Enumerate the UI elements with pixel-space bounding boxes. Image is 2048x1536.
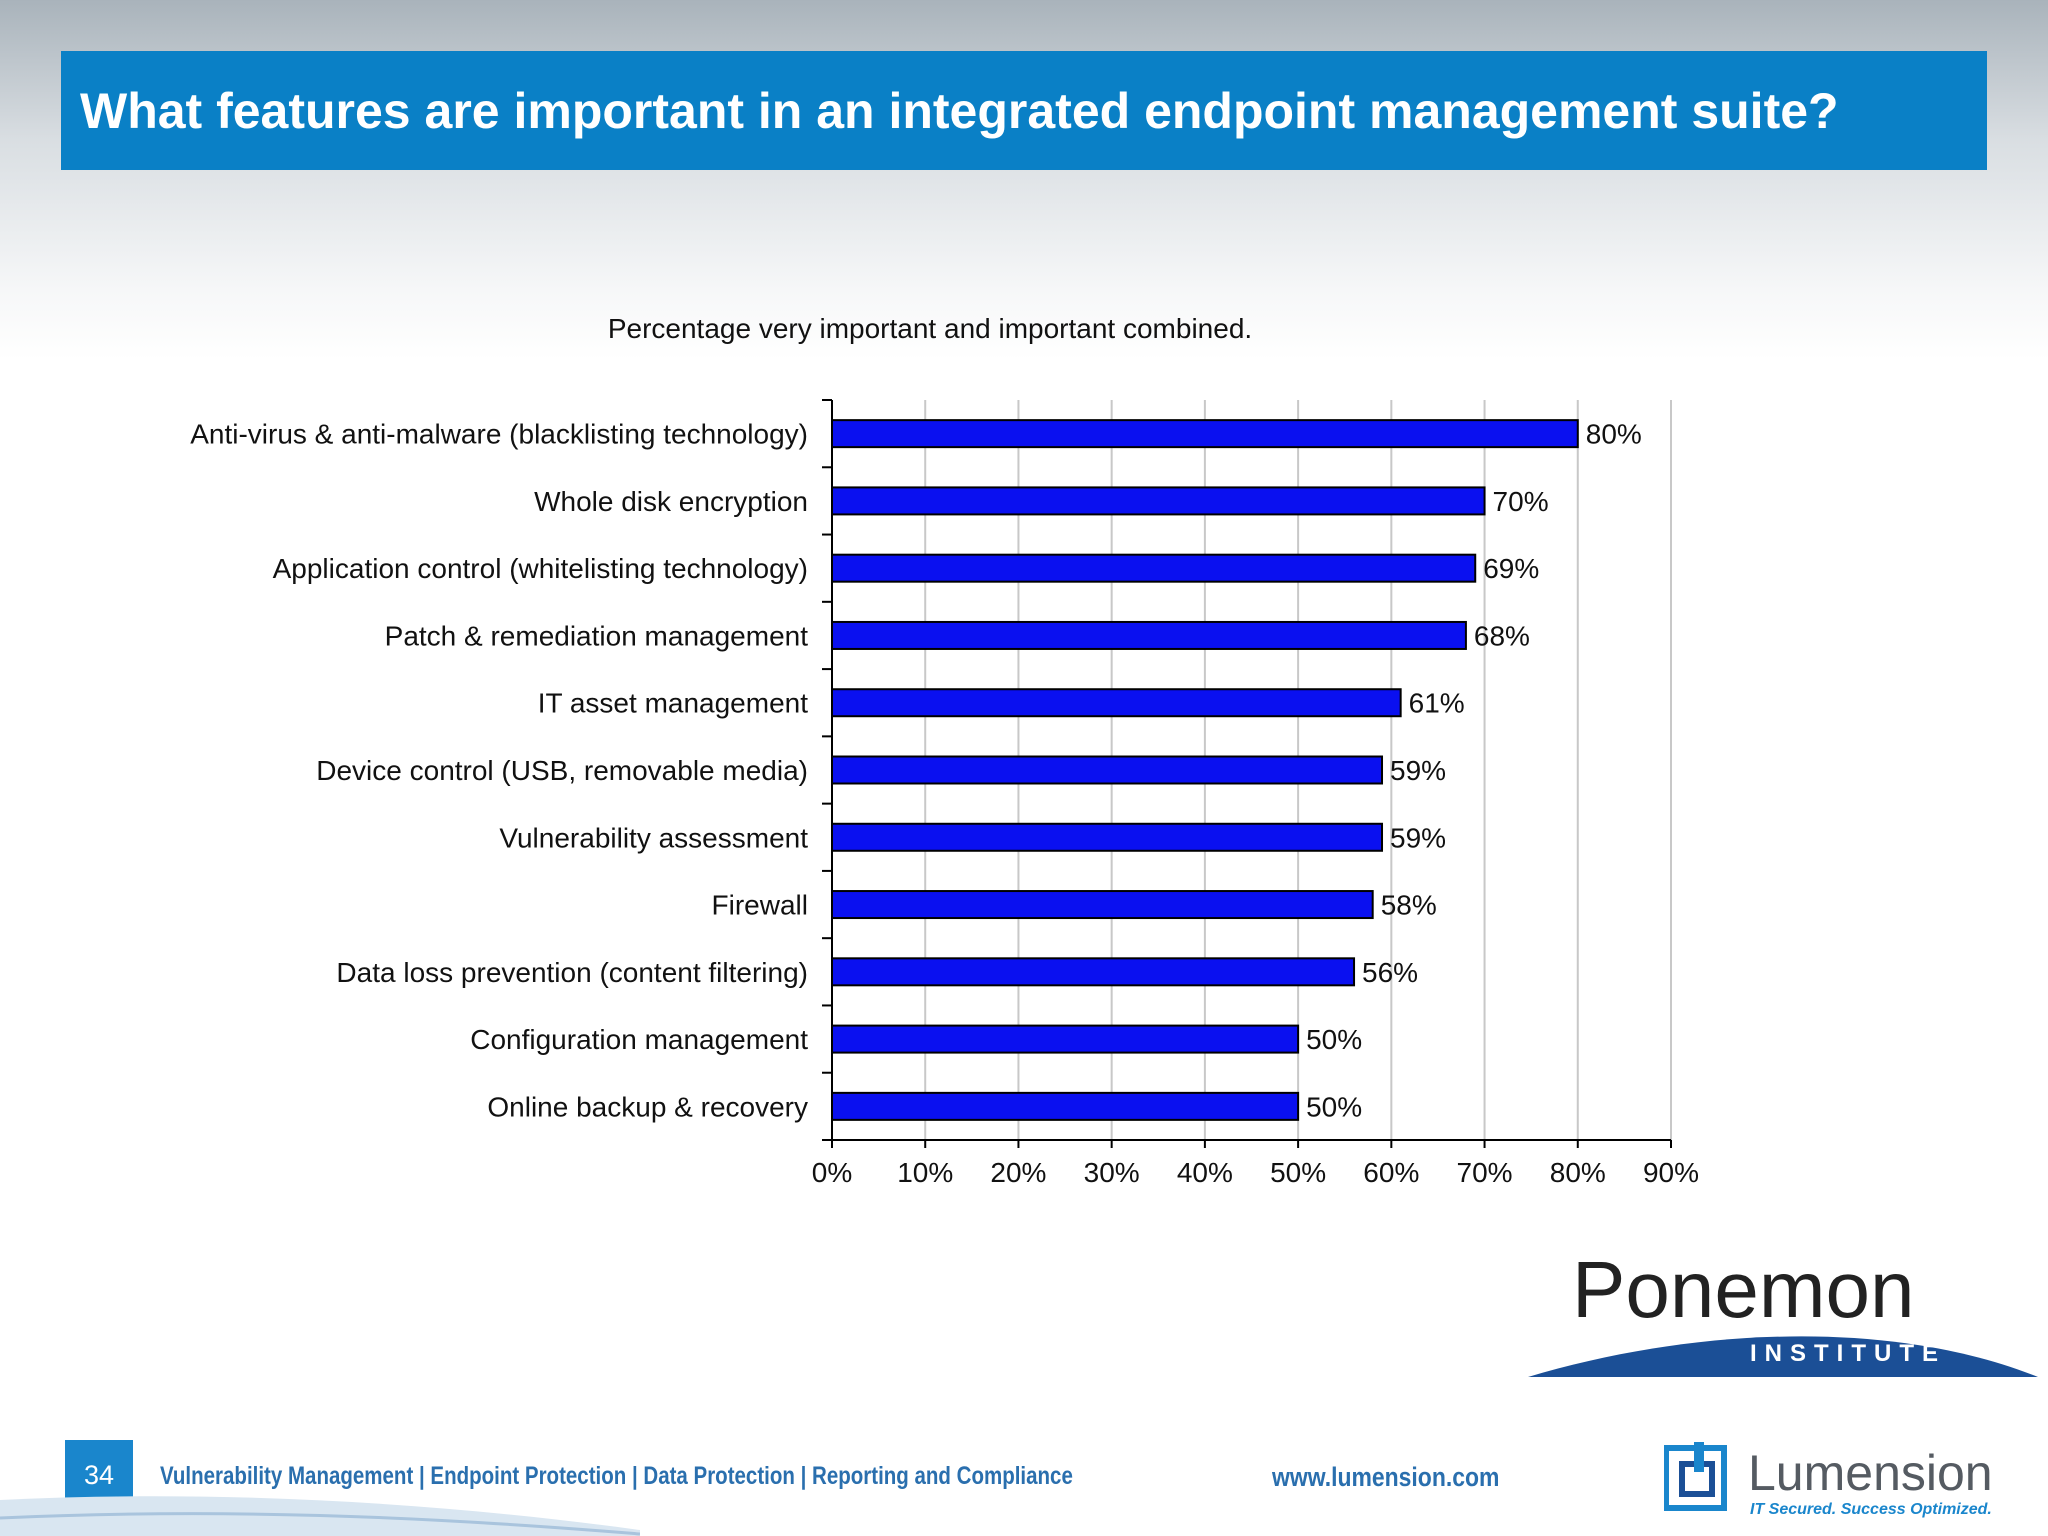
- data-label: 56%: [1362, 957, 1418, 988]
- data-label: 50%: [1306, 1024, 1362, 1055]
- bar: [831, 553, 1477, 583]
- x-tick-label: 80%: [1550, 1157, 1606, 1188]
- x-tick-label: 70%: [1457, 1157, 1513, 1188]
- bar: [831, 1024, 1300, 1054]
- lumension-logo: Lumension IT Secured. Success Optimized.: [1664, 1442, 1993, 1518]
- x-tick-label: 60%: [1363, 1157, 1419, 1188]
- ponemon-swoosh-icon: [1528, 1336, 2038, 1377]
- category-label: Application control (whitelisting techno…: [273, 553, 808, 584]
- x-tick-label: 90%: [1643, 1157, 1699, 1188]
- data-label: 59%: [1390, 822, 1446, 853]
- lumension-tagline: IT Secured. Success Optimized.: [1750, 1501, 1992, 1518]
- category-label: Configuration management: [470, 1024, 808, 1055]
- category-label: Online backup & recovery: [487, 1091, 808, 1122]
- x-tick-label: 40%: [1177, 1157, 1233, 1188]
- x-tick-label: 10%: [897, 1157, 953, 1188]
- data-label: 68%: [1474, 620, 1530, 651]
- x-tick-label: 30%: [1084, 1157, 1140, 1188]
- category-label: Device control (USB, removable media): [316, 755, 808, 786]
- title-bar: What features are important in an integr…: [61, 51, 1987, 170]
- data-label: 70%: [1493, 486, 1549, 517]
- category-label: IT asset management: [538, 688, 809, 719]
- bar: [831, 620, 1467, 650]
- category-label: Whole disk encryption: [534, 486, 808, 517]
- ponemon-name: Ponemon: [1572, 1245, 1914, 1334]
- chart-title: Percentage very important and important …: [607, 313, 1253, 344]
- bar: [831, 688, 1402, 718]
- x-tick-label: 0%: [812, 1157, 852, 1188]
- ponemon-sub: INSTITUTE: [1750, 1340, 1946, 1367]
- ponemon-logo: Ponemon INSTITUTE: [1528, 1245, 2038, 1377]
- footer-swoosh-icon: [0, 1496, 640, 1536]
- category-label: Vulnerability assessment: [499, 822, 808, 853]
- data-label: 61%: [1409, 688, 1465, 719]
- x-tick-label: 50%: [1270, 1157, 1326, 1188]
- page-title: What features are important in an integr…: [80, 82, 1839, 139]
- data-label: 50%: [1306, 1091, 1362, 1122]
- category-label: Firewall: [712, 890, 808, 921]
- x-tick-label: 20%: [990, 1157, 1046, 1188]
- category-label: Patch & remediation management: [385, 620, 809, 651]
- category-label: Data loss prevention (content filtering): [336, 957, 808, 988]
- data-label: 59%: [1390, 755, 1446, 786]
- category-label: Anti-virus & anti-malware (blacklisting …: [190, 419, 808, 450]
- bar: [831, 1091, 1300, 1121]
- bar: [831, 822, 1384, 852]
- data-label: 80%: [1586, 419, 1642, 450]
- footer-url: www.lumension.com: [1272, 1462, 1500, 1492]
- bar: [831, 419, 1579, 449]
- bar: [831, 957, 1356, 987]
- bar: [831, 755, 1384, 785]
- lumension-name: Lumension: [1748, 1445, 1993, 1501]
- lumension-mark-icon: [1664, 1442, 1727, 1511]
- footer-tagline: Vulnerability Management | Endpoint Prot…: [160, 1462, 1073, 1490]
- data-label: 69%: [1483, 553, 1539, 584]
- data-label: 58%: [1381, 890, 1437, 921]
- bar-chart: 0% 10% 20% 30% 40% 50% 60% 70% 80% 90% 80% Anti-vir…: [190, 399, 1699, 1188]
- bar: [831, 486, 1486, 516]
- bar: [831, 890, 1374, 920]
